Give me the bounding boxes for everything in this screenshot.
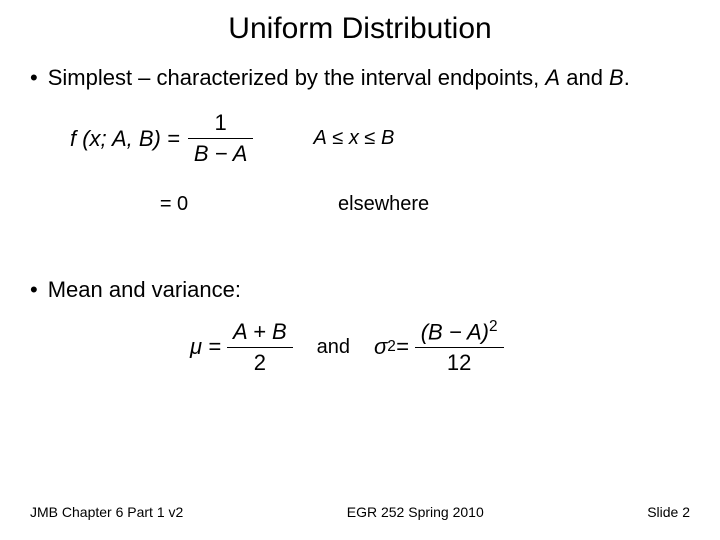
- var-denominator: 12: [441, 348, 477, 376]
- bullet-dot: •: [30, 64, 38, 92]
- slide-container: Uniform Distribution • Simplest – charac…: [0, 0, 720, 540]
- pdf-fraction: 1 B − A: [188, 110, 254, 167]
- pdf-cond-A: A: [313, 127, 326, 149]
- mu-denominator: 2: [248, 348, 272, 376]
- mu-fraction: A + B 2: [227, 319, 293, 376]
- footer-right: Slide 2: [647, 504, 690, 520]
- var-numerator: (B − A)2: [415, 318, 504, 347]
- bullet-1-A: A: [545, 65, 560, 90]
- bullet-2-text: Mean and variance:: [48, 276, 241, 304]
- bullet-1-B: B: [609, 65, 624, 90]
- sigma-sup: 2: [387, 338, 396, 356]
- footer-center: EGR 252 Spring 2010: [347, 504, 484, 520]
- variance-equation: σ2 = (B − A)2 12: [374, 318, 504, 376]
- sigma-eq: =: [396, 334, 409, 360]
- footer-left: JMB Chapter 6 Part 1 v2: [30, 504, 183, 520]
- slide-title: Uniform Distribution: [30, 12, 690, 46]
- bullet-1-text: Simplest – characterized by the interval…: [48, 64, 630, 92]
- bullet-1-period: .: [624, 65, 630, 90]
- pdf-denominator: B − A: [188, 139, 254, 167]
- bullet-dot-2: •: [30, 276, 38, 304]
- pdf-fx: f (x; A, B) =: [70, 126, 180, 152]
- pdf-equation-row: f (x; A, B) = 1 B − A A ≤ x ≤ B: [70, 110, 690, 167]
- pdf-cond-le1: ≤: [327, 127, 349, 149]
- pdf-equation: f (x; A, B) = 1 B − A: [70, 110, 253, 167]
- bullet-1-and: and: [560, 65, 609, 90]
- sigma-symbol: σ: [374, 334, 387, 360]
- pdf-condition: A ≤ x ≤ B: [313, 127, 394, 150]
- mu-numerator: A + B: [227, 319, 293, 347]
- var-num-sup: 2: [489, 318, 498, 335]
- pdf-numerator: 1: [209, 110, 233, 138]
- slide-footer: JMB Chapter 6 Part 1 v2 EGR 252 Spring 2…: [0, 504, 720, 520]
- pdf-cond-x: x: [349, 127, 359, 149]
- mean-equation: μ = A + B 2: [190, 319, 293, 376]
- mu-symbol: μ =: [190, 334, 221, 360]
- pdf-cond-B: B: [381, 127, 394, 149]
- pdf-zero-eq: = 0: [70, 193, 278, 216]
- bullet-1-row: • Simplest – characterized by the interv…: [30, 64, 690, 92]
- var-num-l: (B − A): [421, 319, 489, 344]
- mean-variance-row: μ = A + B 2 and σ2 = (B − A)2 12: [70, 318, 690, 376]
- bullet-1-prefix: Simplest – characterized by the interval…: [48, 65, 546, 90]
- and-text: and: [317, 336, 350, 359]
- pdf-zero-cond: elsewhere: [338, 193, 429, 216]
- var-fraction: (B − A)2 12: [415, 318, 504, 376]
- bullet-2-row: • Mean and variance:: [30, 276, 690, 304]
- pdf-cond-le2: ≤: [359, 127, 381, 149]
- pdf-zero-row: = 0 elsewhere: [70, 193, 690, 216]
